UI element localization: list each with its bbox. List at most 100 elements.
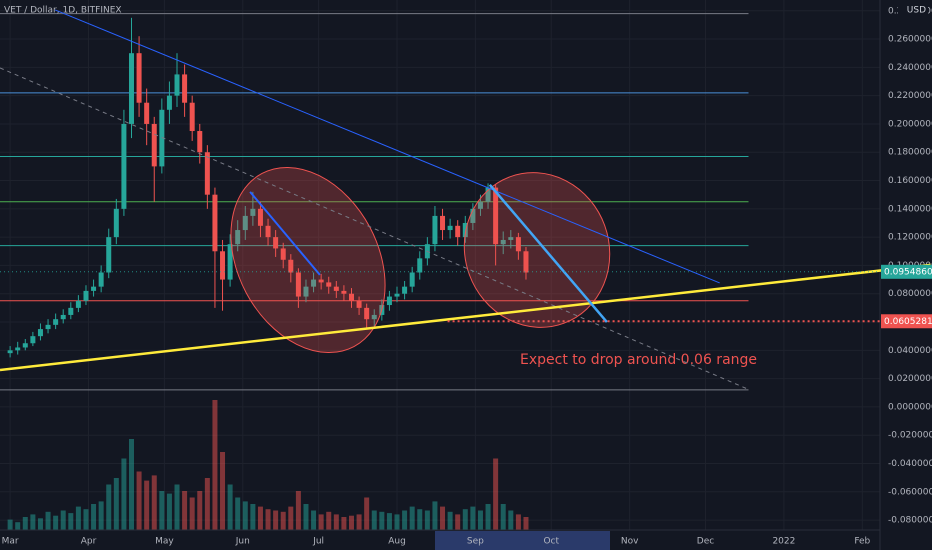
candle-body [30, 336, 36, 344]
volume-bar [364, 497, 370, 530]
candle-body [326, 282, 332, 287]
x-tick-label: Nov [621, 537, 639, 547]
volume-bar [227, 484, 233, 530]
x-tick-label: 2022 [772, 537, 795, 547]
candle-body [409, 272, 415, 287]
y-tick-label: 0.24000000 [888, 63, 932, 73]
volume-bar [7, 519, 13, 530]
time-range-highlight [435, 531, 610, 550]
volume-bar [166, 493, 172, 530]
price-label: 0.06052813 [884, 317, 932, 327]
volume-bar [83, 509, 89, 530]
candle-body [311, 279, 317, 287]
candle-body [242, 215, 248, 231]
y-tick-label: 0.08000000 [888, 289, 932, 299]
candle-body [303, 286, 309, 297]
trend-line [488, 183, 608, 323]
candle-body [273, 237, 279, 249]
x-tick-label: Apr [81, 537, 97, 547]
candle-body [371, 314, 377, 320]
y-tick-label: 0.04000000 [888, 346, 932, 356]
volume-bar [424, 510, 430, 530]
x-tick-label: Aug [388, 537, 406, 547]
candle-body [493, 187, 499, 245]
volume-bar [523, 517, 529, 530]
volume-bar [22, 517, 28, 530]
annotation-text: Expect to drop around 0.06 range [520, 352, 757, 368]
candle-body [432, 215, 438, 245]
candle-body [386, 296, 392, 306]
y-tick-label: 0.02000000 [888, 374, 932, 384]
candle-body [250, 208, 256, 216]
volume-bar [318, 514, 324, 530]
ellipse-highlight [463, 172, 611, 328]
volume-bar [30, 514, 36, 530]
volume-bar [113, 478, 119, 530]
volume-bar [379, 511, 385, 530]
x-tick-label: Feb [854, 537, 870, 547]
y-tick-label: -0.08000000 [888, 516, 932, 526]
y-tick-label: 0.12000000 [888, 233, 932, 243]
candle-body [341, 290, 347, 294]
candle-body [128, 53, 134, 124]
candle-body [280, 248, 286, 260]
volume-bar [220, 452, 226, 530]
volume-bar [15, 522, 21, 530]
volume-bar [273, 510, 279, 530]
volume-bar [348, 515, 354, 530]
volume-bar [250, 504, 256, 530]
y-tick-label: 0.18000000 [888, 148, 932, 158]
trend-line [249, 191, 321, 276]
volume-bar [235, 497, 241, 530]
candle-body [197, 131, 203, 153]
candle-body [220, 251, 226, 280]
trend-line [54, 9, 720, 284]
candle-body [295, 272, 301, 297]
volume-bar [128, 439, 134, 530]
volume-bar [341, 517, 347, 530]
candle-body [159, 109, 165, 167]
volume-bar [500, 504, 506, 530]
chart-title: VET / Dollar, 1D, BITFINEX [4, 6, 122, 16]
volume-bar [455, 514, 461, 530]
volume-bar [432, 501, 438, 530]
volume-bar [333, 514, 339, 530]
x-tick-label: Dec [697, 537, 714, 547]
candle-body [356, 300, 362, 308]
candle-body [37, 329, 43, 337]
y-tick-label: -0.06000000 [888, 487, 932, 497]
x-tick-label: Jun [235, 537, 250, 547]
volume-bar [242, 501, 248, 530]
candle-body [75, 300, 81, 308]
x-tick-label: Mar [2, 537, 19, 547]
candle-body [45, 324, 51, 330]
candle-body [53, 319, 59, 325]
candle-body [318, 279, 324, 283]
x-tick-label: Jul [312, 537, 324, 547]
volume-bar [121, 458, 127, 530]
candle-body [485, 187, 491, 202]
candle-body [68, 307, 74, 315]
candle-body [60, 314, 66, 320]
volume-bar [402, 510, 408, 530]
candle-body [447, 225, 453, 231]
candle-body [265, 225, 271, 238]
y-tick-label: 0.22000000 [888, 91, 932, 101]
volume-bar [280, 511, 286, 530]
volume-bar [159, 491, 165, 530]
candle-body [182, 74, 188, 103]
candle-body [22, 343, 28, 348]
candle-body [204, 152, 210, 195]
candle-body [508, 237, 514, 240]
volume-bar [53, 515, 59, 530]
volume-bar [265, 509, 271, 530]
x-tick-label: Sep [467, 537, 484, 547]
candle-body [333, 286, 339, 291]
volume-bar [60, 510, 66, 530]
volume-bar [386, 513, 392, 530]
volume-bar [485, 504, 491, 530]
